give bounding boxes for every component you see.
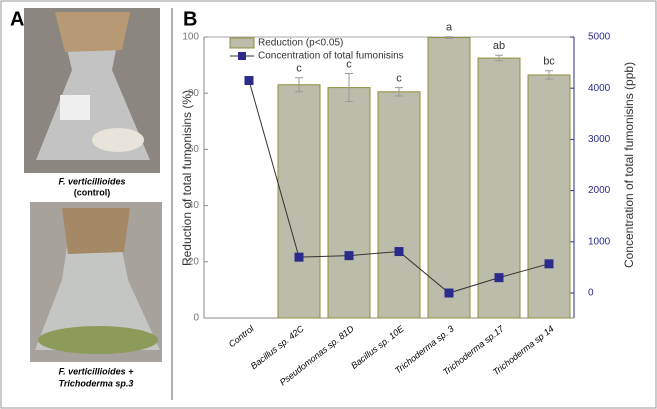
caption: Trichoderma sp.3 [59,378,134,388]
caption: F. verticillioides [58,176,125,186]
y2-tick-label: 0 [588,288,594,299]
legend-marker [238,52,246,60]
bar [527,74,571,319]
y-tick-label: 40 [188,200,200,211]
photo [24,8,160,173]
point [244,76,254,86]
error-bar [495,54,503,62]
panel-label: B [183,8,197,30]
y2-tick-label: 2000 [588,185,611,196]
y2-tick-label: 5000 [588,32,611,43]
y2-axis-label: Concentration of total fumonisins (ppb) [622,62,636,268]
error-bar [445,36,453,39]
error-bar [345,73,353,103]
point [444,288,454,298]
caption: F. verticillioides + [59,366,135,376]
y-tick-label: 80 [188,88,200,99]
caption: (control) [74,187,111,197]
panel-label: A [10,8,24,30]
significance-label: c [296,63,302,75]
point [544,259,554,269]
bar [327,87,371,319]
significance-label: ab [493,40,505,52]
error-bar [545,70,553,80]
y-tick-label: 0 [193,313,199,324]
bar [277,84,321,319]
y-tick-label: 100 [182,32,199,43]
bar [377,91,421,319]
y-tick-label: 60 [188,144,200,155]
significance-label: c [346,58,352,70]
y2-tick-label: 3000 [588,134,611,145]
point [494,273,504,283]
significance-label: bc [543,56,555,68]
photo [30,202,162,362]
significance-label: c [396,72,402,84]
point [394,247,404,257]
legend-label: Reduction (p<0.05) [258,38,343,49]
y2-tick-label: 4000 [588,83,611,94]
legend-swatch [229,37,255,49]
point [344,251,354,261]
y-axis-label: Reduction of total fumonisins (%) [180,90,194,266]
point [294,252,304,262]
legend-label: Concentration of total fumonisins [258,51,404,62]
y-tick-label: 20 [188,256,200,267]
error-bar [295,77,303,93]
y2-tick-label: 1000 [588,236,611,247]
error-bar [395,87,403,97]
significance-label: a [446,22,453,34]
bar [427,37,471,319]
